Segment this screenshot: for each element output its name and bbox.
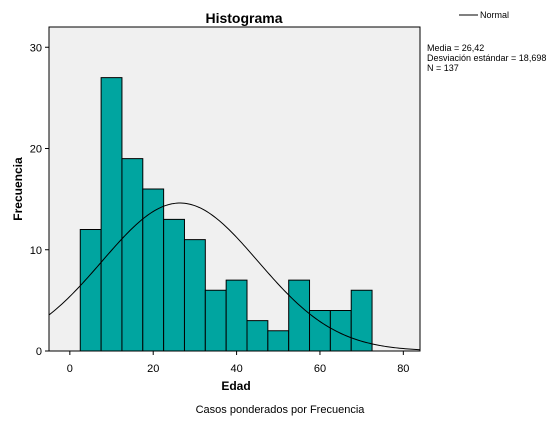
y-tick-label: 30 [30,42,42,54]
stats-sd: Desviación estándar = 18,698 [427,53,546,63]
histogram-bars [79,77,373,352]
y-tick-label: 20 [30,144,42,156]
y-tick-label: 10 [30,245,42,257]
normal-curve [48,202,421,351]
x-axis: 0 20 40 60 80 [67,351,409,375]
histogram-bar-10 [267,330,290,352]
x-tick-label: 60 [314,363,326,375]
histogram-bar-11 [288,279,311,352]
histogram-bar-14 [350,289,373,352]
histogram-bar-4 [142,188,165,352]
stats-n: N = 137 [427,63,459,73]
x-tick-label: 20 [147,363,159,375]
y-axis: 0 10 20 30 [30,42,49,358]
y-tick-label: 0 [36,346,42,358]
stats-mean: Media = 26,42 [427,43,484,53]
histogram-bar-5 [163,218,185,352]
histogram-bar-7 [204,289,227,352]
histogram-bar-6 [183,239,206,352]
weighting-footnote: Casos ponderados por Frecuencia [196,404,366,416]
x-axis-label: Edad [221,379,250,393]
x-tick-label: 80 [397,363,409,375]
histogram-bar-9 [246,320,269,352]
histogram-bar-3 [121,158,144,352]
chart-title: Histograma [205,10,282,26]
y-axis-label: Frecuencia [11,157,25,221]
histogram-bar-8 [225,279,248,352]
histogram-bar-1 [79,229,102,352]
histogram-bar-13 [329,310,352,352]
legend-normal-label: Normal [480,10,509,20]
histogram-bar-2 [100,77,123,352]
x-tick-label: 0 [67,363,73,375]
x-tick-label: 40 [230,363,242,375]
